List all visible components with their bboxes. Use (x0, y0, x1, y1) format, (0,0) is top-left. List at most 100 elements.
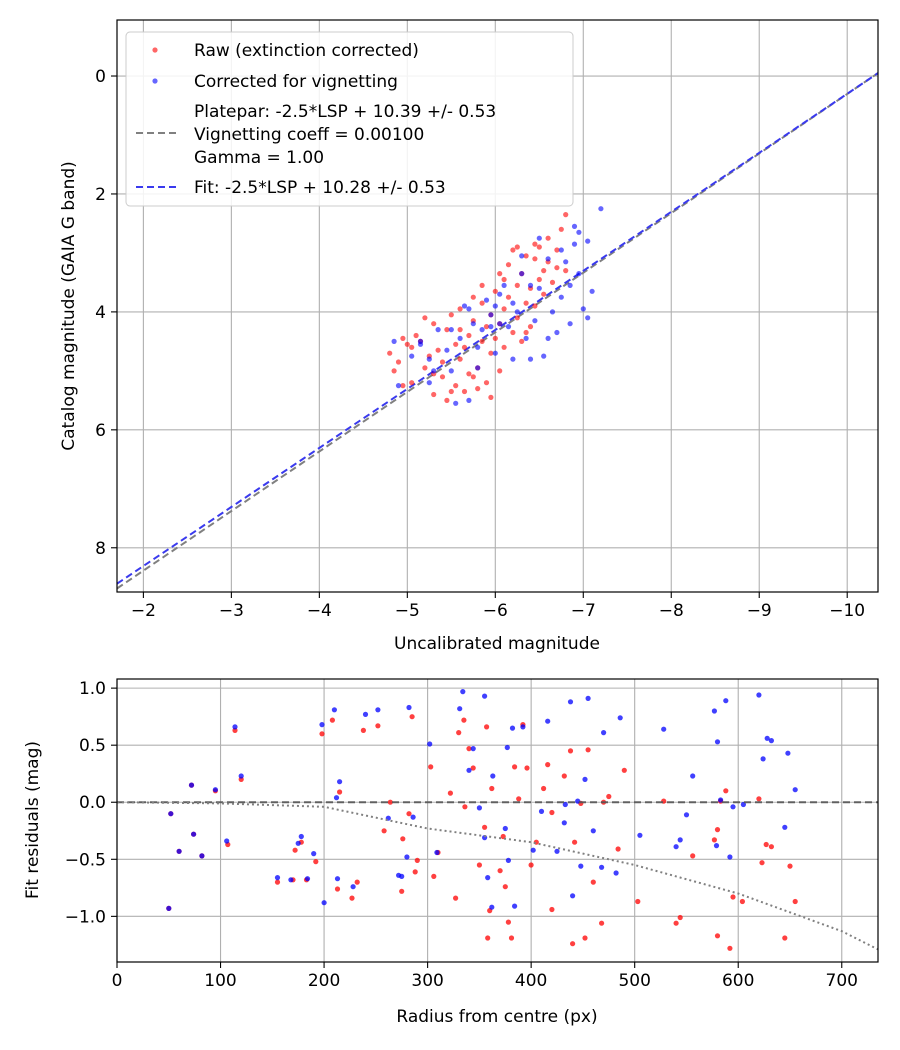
bot-point-corrected (554, 848, 560, 854)
bot-point-corrected (756, 692, 762, 698)
bot-point-corrected (520, 724, 526, 730)
bot-point-corrected (590, 828, 596, 834)
top-point-raw (563, 268, 569, 274)
top-point-raw (431, 391, 437, 398)
bot-point-corrected (466, 767, 472, 773)
bot-point-raw (406, 811, 412, 817)
bot-point-corrected (288, 877, 294, 883)
top-line-fit (117, 72, 878, 585)
bot-point-corrected (199, 853, 205, 859)
top-point-raw (400, 335, 406, 341)
bot-point-raw (792, 898, 798, 905)
top-point-corrected (417, 338, 424, 344)
bot-point-raw (516, 796, 522, 802)
bot-point-raw (400, 836, 406, 842)
bot-point-raw (621, 767, 627, 773)
top-point-corrected (466, 397, 472, 403)
bot-point-corrected (212, 787, 218, 793)
bot-point-raw (431, 873, 437, 880)
bot-point-raw (541, 785, 547, 792)
top-point-corrected (448, 327, 454, 333)
bot-point-raw (730, 894, 736, 900)
top-point-raw (523, 329, 529, 336)
legend-marker-raw (152, 47, 158, 53)
bot-point-corrected (785, 750, 791, 756)
bot-point-corrected (509, 725, 516, 731)
top-point-corrected (505, 324, 512, 330)
top-point-raw (475, 386, 481, 392)
bot-point-corrected (730, 804, 736, 810)
legend-label-gamma: Gamma = 1.00 (194, 148, 324, 168)
top-point-corrected (571, 241, 578, 247)
bot-point-corrected (333, 795, 340, 801)
top-point-raw (387, 350, 393, 356)
bot-point-raw (456, 730, 462, 736)
bot-point-raw (387, 799, 393, 805)
top-point-corrected (448, 368, 454, 374)
bot-point-raw (599, 920, 605, 926)
bot-point-corrected (578, 863, 584, 869)
legend-label-raw: Raw (extinction corrected) (194, 41, 419, 61)
bot-point-corrected (723, 698, 729, 704)
bot-x-tick-label: 100 (204, 971, 236, 991)
top-point-raw (527, 324, 534, 330)
top-point-raw (413, 332, 419, 339)
bot-point-corrected (396, 872, 402, 878)
top-point-raw (541, 268, 547, 274)
bot-point-corrected (476, 805, 482, 811)
bot-x-tick-label: 0 (112, 971, 123, 991)
top-point-corrected (510, 356, 516, 362)
bot-point-raw (787, 863, 793, 869)
bot-point-corrected (760, 756, 766, 762)
bot-point-corrected (714, 739, 721, 745)
bot-point-corrected (570, 893, 576, 899)
bot-point-raw (470, 765, 476, 771)
top-ticks: −2 −3 −4 −5 −6 −7 −8 −9 −10 0 2 4 6 8 (95, 67, 865, 621)
top-point-corrected (576, 229, 582, 235)
bottom-grid (116, 679, 878, 962)
top-point-corrected (426, 356, 432, 362)
bot-point-raw (528, 862, 534, 868)
top-point-raw (549, 279, 556, 285)
top-point-raw (479, 300, 485, 306)
top-point-raw (492, 288, 498, 294)
top-point-raw (483, 324, 490, 330)
bot-point-raw (360, 727, 366, 734)
bot-x-tick-label: 300 (411, 971, 443, 991)
top-point-raw (492, 335, 498, 341)
bottom-y-axis-label: Fit residuals (mag) (23, 741, 43, 899)
top-point-raw (514, 315, 520, 321)
top-panel: −2 −3 −4 −5 −6 −7 −8 −9 −10 0 2 4 6 8 Uncalibrated ma… (59, 19, 879, 654)
bot-point-corrected (599, 864, 605, 870)
bot-point-raw (673, 920, 679, 926)
legend-marker-corrected (152, 78, 158, 84)
bot-point-raw (485, 935, 491, 941)
top-point-corrected (426, 380, 432, 386)
top-point-raw (523, 300, 529, 306)
bot-point-raw (329, 717, 335, 723)
bot-point-corrected (511, 903, 518, 909)
legend-label-vignetting: Vignetting coeff = 0.00100 (194, 125, 424, 145)
bot-point-raw (590, 879, 596, 885)
top-point-raw (501, 344, 507, 350)
top-x-tick-label: −8 (659, 601, 684, 621)
top-point-raw (554, 265, 560, 271)
top-point-raw (505, 294, 512, 300)
bot-y-tick-label: −0.5 (65, 850, 106, 870)
bot-point-raw (582, 935, 588, 941)
bot-point-raw (337, 789, 343, 795)
bot-point-raw (714, 827, 721, 833)
top-point-corrected (461, 303, 468, 309)
bot-point-raw (561, 773, 567, 779)
top-point-raw (409, 380, 415, 386)
top-point-raw (470, 294, 476, 300)
bot-x-tick-label: 500 (618, 971, 650, 991)
bot-point-raw (572, 839, 578, 845)
top-x-tick-label: −4 (307, 601, 332, 621)
top-point-raw (448, 312, 454, 318)
bot-point-raw (274, 879, 281, 885)
bot-point-raw (759, 860, 765, 866)
top-point-corrected (488, 324, 494, 330)
bot-point-raw (549, 809, 555, 816)
